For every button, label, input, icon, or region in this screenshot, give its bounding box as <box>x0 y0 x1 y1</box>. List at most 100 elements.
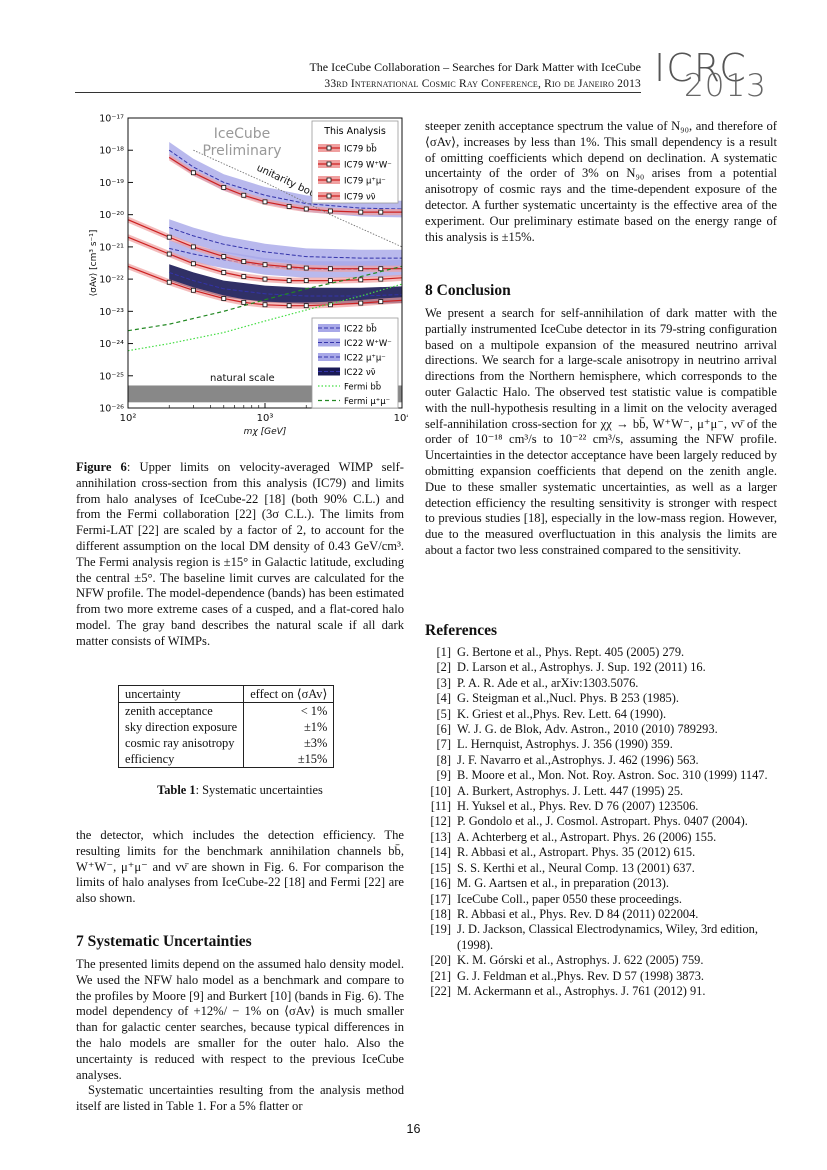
ic22-line <box>169 227 402 259</box>
icrc-logo: ICRC 2013 <box>654 46 767 104</box>
data-point <box>303 206 309 212</box>
reference-item: [1] G. Bertone et al., Phys. Rept. 405 (2… <box>425 645 777 660</box>
figure-caption-label: Figure 6 <box>76 460 127 474</box>
paragraph: We present a search for self-annihilatio… <box>425 306 777 557</box>
data-point <box>241 192 247 198</box>
data-point <box>286 303 292 309</box>
reference-item: [16] M. G. Aartsen et al., in preparation… <box>425 876 777 891</box>
data-point <box>327 302 333 308</box>
legend-marker <box>326 161 332 167</box>
reference-text: G. Bertone et al., Phys. Rept. 405 (2005… <box>457 645 685 659</box>
reference-text: G. J. Feldman et al.,Phys. Rev. D 57 (19… <box>457 968 704 983</box>
reference-number: [3] <box>436 675 451 690</box>
reference-number: [2] <box>436 660 451 675</box>
table-cell: efficiency <box>125 752 175 766</box>
table-header: effect on ⟨σAv⟩ <box>243 685 334 703</box>
page-number: 16 <box>406 1122 421 1136</box>
reference-text: M. Ackermann et al., Astrophys. J. 761 (… <box>457 983 706 998</box>
table-cell: ±3% <box>243 735 334 751</box>
reference-text: J. D. Jackson, Classical Electrodynamics… <box>457 922 758 952</box>
data-point <box>303 265 309 271</box>
data-point <box>327 208 333 214</box>
systematics-table: uncertainty effect on ⟨σAv⟩ zenith accep… <box>118 685 335 768</box>
table-caption: Table 1: Systematic uncertainties <box>76 783 404 798</box>
reference-item: [13] A. Achterberg et al., Astropart. Phy… <box>425 830 777 845</box>
reference-number: [5] <box>436 706 451 721</box>
data-point <box>241 299 247 305</box>
reference-text: J. F. Navarro et al.,Astrophys. J. 462 (… <box>457 752 699 767</box>
y-tick-label: 10⁻²⁴ <box>99 339 124 350</box>
reference-number: [22] <box>430 983 451 998</box>
watermark-icecube: IceCube <box>214 126 271 142</box>
figure-6-chart: 10² 10³ 10⁴ 10⁻¹⁷ 10⁻¹⁸ 10⁻¹⁹ 10⁻²⁰ 10⁻²¹ 10⁻²² 1… <box>89 114 408 438</box>
reference-item: [15] S. S. Kerthi et al., Neural Comp. 13… <box>425 861 777 876</box>
reference-text: W. J. G. de Blok, Adv. Astron., 2010 (20… <box>457 722 718 737</box>
y-tick-label: 10⁻²¹ <box>99 242 124 253</box>
reference-item: [19] J. D. Jackson, Classical Electrodyna… <box>425 922 777 953</box>
reference-item: [3] P. A. R. Ade et al., arXiv:1303.5076. <box>425 676 777 691</box>
reference-number: [10] <box>430 783 451 798</box>
data-point <box>286 278 292 283</box>
figure-caption: Figure 6: Upper limits on velocity-avera… <box>76 460 404 650</box>
reference-text: R. Abbasi et al., Phys. Rev. D 84 (2011)… <box>457 906 699 921</box>
y-tick-label: 10⁻²⁵ <box>99 371 124 382</box>
legend-label: IC79 νν̄ <box>344 193 376 203</box>
reference-number: [11] <box>430 799 451 814</box>
table-cell: zenith acceptance <box>125 704 213 718</box>
reference-item: [8] J. F. Navarro et al.,Astrophys. J. 46… <box>425 753 777 768</box>
reference-number: [7] <box>436 737 451 752</box>
y-tick-label: 10⁻¹⁹ <box>99 178 124 189</box>
ic22-band <box>169 264 402 305</box>
table-row: sky direction exposure ±1% <box>119 719 334 735</box>
data-point <box>358 209 364 215</box>
x-tick-label: 10³ <box>257 413 274 424</box>
reference-item: [14] R. Abbasi et al., Astropart. Phys. 3… <box>425 845 777 860</box>
legend-comparison: IC22 bb̄ IC22 W⁺W⁻ IC22 μ⁺μ⁻ IC22 νν̄ Fermi … <box>311 317 399 409</box>
data-point <box>241 259 247 264</box>
paragraph: Systematic uncertainties resulting from … <box>76 1083 404 1114</box>
reference-item: [7] L. Hernquist, Astrophys. J. 356 (1990… <box>425 737 777 752</box>
reference-item: [9] B. Moore et al., Mon. Not. Roy. Astro… <box>425 768 777 783</box>
reference-text: A. Achterberg et al., Astropart. Phys. 2… <box>457 829 717 844</box>
data-point <box>303 278 309 283</box>
reference-text: S. S. Kerthi et al., Neural Comp. 13 (20… <box>457 860 695 875</box>
reference-text: K. M. Górski et al., Astrophys. J. 622 (… <box>457 953 704 968</box>
paragraph: The presented limits depend on the assum… <box>76 957 404 1082</box>
reference-text: H. Yuksel et al., Phys. Rev. D 76 (2007)… <box>457 799 699 814</box>
x-tick-label: 10² <box>120 413 137 424</box>
reference-item: [2] D. Larson et al., Astrophys. J. Sup. … <box>425 660 777 675</box>
ic22-band <box>169 219 402 267</box>
data-point <box>358 277 364 283</box>
reference-number: [15] <box>430 860 451 875</box>
y-tick-label: 10⁻²⁰ <box>99 210 124 221</box>
legend-title: This Analysis <box>323 126 386 137</box>
data-point <box>303 303 309 309</box>
ic79-line <box>128 265 402 307</box>
legend-label: Fermi μ⁺μ⁻ <box>344 397 390 407</box>
legend-this-analysis: This Analysis IC79 bb̄ IC79 W⁺W⁻ IC79 μ⁺μ⁻ I… <box>311 120 399 204</box>
table-caption-label: Table 1 <box>157 783 196 797</box>
data-point <box>241 274 247 279</box>
legend-label: IC22 μ⁺μ⁻ <box>344 354 386 364</box>
legend-swatch <box>318 367 340 376</box>
ic79-line <box>128 236 402 282</box>
y-tick-label: 10⁻²³ <box>99 307 124 318</box>
data-point <box>262 302 268 308</box>
reference-number: [16] <box>430 876 451 891</box>
table-header-row: uncertainty effect on ⟨σAv⟩ <box>118 685 334 703</box>
data-point <box>166 251 172 257</box>
ic79-band <box>128 263 402 309</box>
reference-item: [20] K. M. Górski et al., Astrophys. J. 6… <box>425 953 777 968</box>
data-point <box>221 270 227 275</box>
data-point <box>286 204 292 209</box>
paragraph: steeper zenith acceptance spectrum the v… <box>425 119 777 244</box>
table-cell: ±1% <box>243 719 334 735</box>
reference-number: [12] <box>430 814 451 829</box>
reference-number: [13] <box>430 829 451 844</box>
header-rule <box>75 92 641 93</box>
reference-text: K. Griest et al.,Phys. Rev. Lett. 64 (19… <box>457 706 667 721</box>
y-tick-label: 10⁻¹⁸ <box>99 146 124 157</box>
data-point <box>378 299 384 305</box>
data-point <box>378 266 384 272</box>
right-paragraph-1: steeper zenith acceptance spectrum the v… <box>425 119 777 245</box>
